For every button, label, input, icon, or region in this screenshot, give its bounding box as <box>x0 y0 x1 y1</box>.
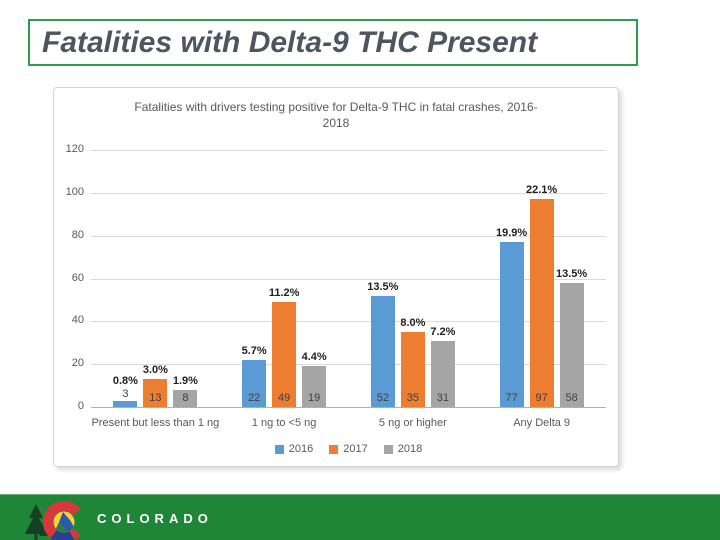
chart-title-line-1: Fatalities with drivers testing positive… <box>134 100 538 114</box>
bar-2017 <box>529 199 554 407</box>
y-tick-label: 0 <box>77 400 84 412</box>
y-tick-label: 100 <box>65 186 84 198</box>
category-label: 1 ng to <5 ng <box>251 417 317 429</box>
bar-2018 <box>302 366 327 407</box>
bar-2016 <box>370 296 395 407</box>
category-label: Present but less than 1 ng <box>91 417 220 429</box>
bar-count-label: 13 <box>149 392 162 404</box>
bar-percent-label: 3.0% <box>142 364 168 376</box>
legend-label: 2018 <box>397 443 423 455</box>
gridline <box>91 321 606 322</box>
bar-count-label: 31 <box>436 392 449 404</box>
footer-brand-text: COLORADO <box>97 510 213 526</box>
gridline <box>91 407 606 408</box>
category-label: Any Delta 9 <box>513 417 571 429</box>
legend-item-2018: 2018 <box>383 443 423 455</box>
gridline <box>91 279 606 280</box>
bar-2017 <box>143 379 168 407</box>
y-tick-label: 80 <box>71 229 84 241</box>
plot-area: 0 20 40 60 80 100 120 Present but less than 1 n… <box>54 88 618 466</box>
bar-count-label: 58 <box>565 392 578 404</box>
footer-bar: COLORADO <box>0 494 720 540</box>
legend-item-2016: 2016 <box>274 443 314 455</box>
bar-count-label: 97 <box>535 392 548 404</box>
chart-legend: 2016 2017 2018 <box>91 443 606 455</box>
bar-percent-label: 1.9% <box>172 375 198 387</box>
bar-2017 <box>400 332 425 407</box>
legend-label: 2016 <box>288 443 314 455</box>
chart-title: Fatalities with drivers testing positive… <box>74 99 598 131</box>
bar-2018 <box>173 390 198 407</box>
bar-count-label: 8 <box>182 392 189 404</box>
bar-percent-label: 13.5% <box>556 268 588 280</box>
bar-percent-label: 22.1% <box>526 184 558 196</box>
bar-2016 <box>113 401 138 407</box>
gridline <box>91 364 606 365</box>
bar-percent-label: 0.8% <box>112 375 138 387</box>
bar-count-label: 22 <box>248 392 261 404</box>
slide-title: Fatalities with Delta-9 THC Present <box>42 25 538 59</box>
gridline <box>91 193 606 194</box>
slide-title-box: Fatalities with Delta-9 THC Present <box>28 19 638 66</box>
bar-percent-label: 8.0% <box>400 317 426 329</box>
bar-percent-label: 7.2% <box>430 326 456 338</box>
bar-count-label: 3 <box>122 388 129 400</box>
bar-percent-label: 5.7% <box>241 345 267 357</box>
gridline <box>91 150 606 151</box>
bar-2018 <box>559 283 584 407</box>
bar-percent-label: 4.4% <box>301 351 327 363</box>
y-tick-label: 40 <box>71 314 84 326</box>
colorado-logo-icon <box>25 501 81 540</box>
y-tick-label: 60 <box>71 272 84 284</box>
bar-percent-label: 19.9% <box>496 227 528 239</box>
bar-percent-label: 13.5% <box>367 281 399 293</box>
legend-swatch <box>274 444 284 454</box>
y-tick-label: 120 <box>65 143 84 155</box>
legend-swatch <box>329 444 339 454</box>
bar-2018 <box>430 341 455 407</box>
y-tick-label: 20 <box>71 357 84 369</box>
chart-card: Fatalities with drivers testing positive… <box>53 87 619 467</box>
bar-count-label: 49 <box>278 392 291 404</box>
chart-title-line-2: 2018 <box>322 116 350 130</box>
legend-swatch <box>383 444 393 454</box>
bar-count-label: 52 <box>376 392 389 404</box>
gridline <box>91 236 606 237</box>
bar-2016 <box>242 360 267 407</box>
bar-2017 <box>272 302 297 407</box>
bar-2016 <box>499 242 524 407</box>
bar-count-label: 35 <box>406 392 419 404</box>
legend-item-2017: 2017 <box>329 443 368 455</box>
bar-percent-label: 11.2% <box>268 287 300 299</box>
legend-label: 2017 <box>343 443 368 455</box>
bar-count-label: 19 <box>308 392 321 404</box>
category-label: 5 ng or higher <box>378 417 447 429</box>
bar-count-label: 77 <box>505 392 518 404</box>
